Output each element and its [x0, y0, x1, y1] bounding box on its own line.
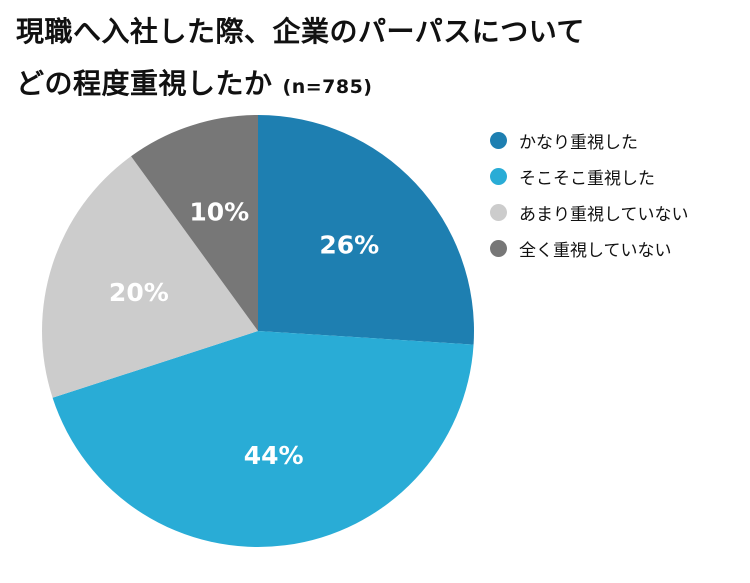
- legend-swatch: [490, 167, 507, 185]
- legend-label: 全く重視していない: [519, 240, 672, 261]
- chart-title-line-2: どの程度重視したか: [16, 67, 273, 100]
- legend-swatch: [490, 239, 507, 257]
- chart-title-line-1: 現職へ入社した際、企業のパーパスについて: [16, 15, 585, 48]
- slice-label-2: 44%: [244, 441, 304, 470]
- legend-item-3: あまり重視していない: [490, 194, 689, 230]
- chart-title: 現職へ入社した際、企業のパーパスについて: [16, 10, 585, 50]
- slice-label-1: 26%: [319, 231, 379, 260]
- legend-item-2: そこそこ重視した: [490, 158, 689, 194]
- legend-label: あまり重視していない: [519, 204, 689, 225]
- chart-title-continued: どの程度重視したか (n=785): [16, 62, 373, 102]
- legend-label: かなり重視した: [519, 132, 638, 153]
- slice-label-3: 20%: [109, 278, 169, 307]
- sample-size: (n=785): [282, 76, 373, 98]
- legend-swatch: [490, 203, 507, 221]
- pie-slice-2: [52, 331, 474, 547]
- pie-slice-3: [42, 156, 258, 398]
- legend-swatch: [490, 131, 507, 149]
- slice-label-4: 10%: [189, 197, 249, 226]
- legend: かなり重視した そこそこ重視したあまり重視していない 全く重視していない: [490, 122, 689, 266]
- legend-item-1: かなり重視した: [490, 122, 689, 158]
- pie-slice-1: [258, 115, 474, 345]
- legend-label: そこそこ重視した: [519, 168, 655, 189]
- legend-item-4: 全く重視していない: [490, 230, 689, 266]
- pie-slice-4: [131, 115, 258, 331]
